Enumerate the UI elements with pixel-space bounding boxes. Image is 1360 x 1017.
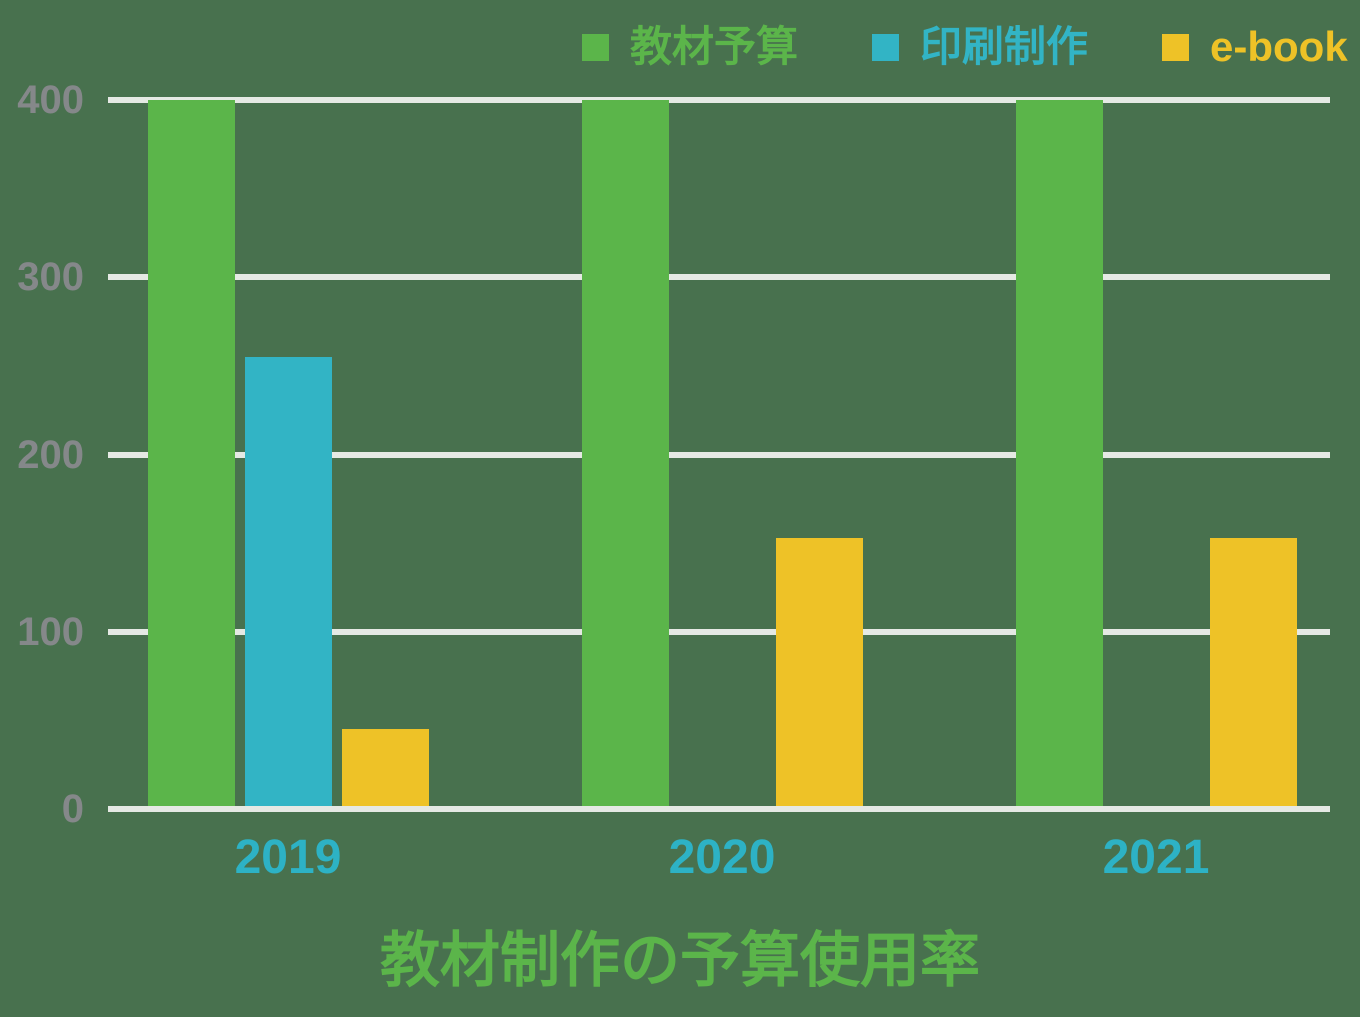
legend-item-budget: 教材予算	[582, 26, 798, 68]
legend-item-ebook: e-book	[1162, 26, 1348, 68]
legend-label-ebook: e-book	[1210, 23, 1348, 70]
y-axis-tick-400: 400	[17, 78, 84, 122]
bar-ebook-2021	[1209, 537, 1297, 806]
y-axis-tick-100: 100	[17, 609, 84, 654]
bar-budget-2021	[1015, 100, 1103, 806]
x-axis-label-2020: 2020	[668, 831, 776, 884]
x-axis-label-2019: 2019	[234, 831, 342, 884]
bar-print-2019	[244, 357, 332, 806]
legend-swatch-ebook	[1162, 33, 1190, 61]
bar-budget-2019	[147, 100, 235, 806]
legend-label-budget: 教材予算	[630, 23, 799, 70]
bar-ebook-2020	[775, 537, 863, 806]
gridline-0	[108, 806, 1330, 812]
y-axis-tick-200: 200	[17, 432, 84, 477]
gridline-100	[108, 628, 1330, 635]
legend: 教材予算 印刷制作 e-book	[582, 26, 1348, 68]
legend-label-print: 印刷制作	[920, 23, 1089, 70]
gridline-300	[108, 274, 1330, 281]
bar-budget-2020	[581, 100, 669, 806]
chart-title: 教材制作の予算使用率	[380, 927, 980, 994]
bar-ebook-2019	[341, 729, 429, 806]
legend-item-print: 印刷制作	[872, 26, 1088, 68]
legend-swatch-print	[872, 33, 900, 61]
legend-swatch-budget	[582, 33, 609, 61]
gridline-400	[108, 97, 1330, 103]
y-axis-tick-0: 0	[61, 787, 84, 831]
y-axis-tick-300: 300	[17, 255, 84, 300]
gridline-200	[108, 451, 1330, 458]
x-axis-label-2021: 2021	[1102, 831, 1210, 884]
